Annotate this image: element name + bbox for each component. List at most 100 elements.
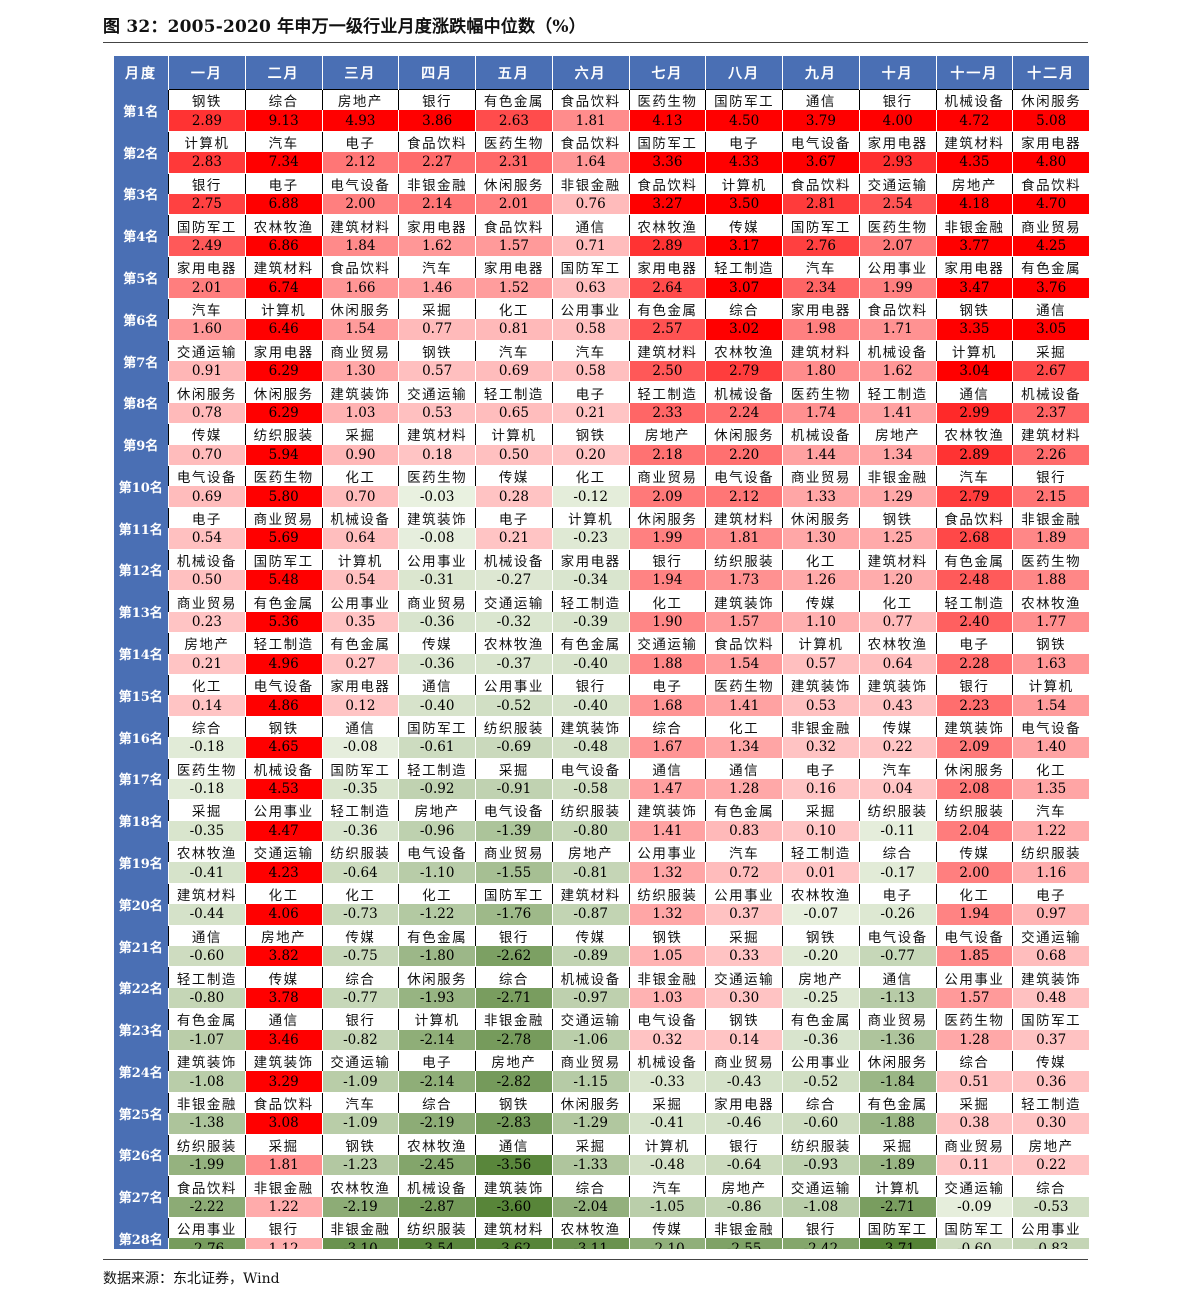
median-change-cell: 2.00	[935, 862, 1014, 884]
industry-name-cell: 建筑装饰	[551, 715, 630, 738]
industry-name-cell: 国防军工	[858, 1217, 937, 1239]
median-change-cell: 3.82	[244, 946, 323, 968]
rank-value-row: -1.38 3.08 -1.09 -2.19 -2.83 -1.29 -0.41 -0.46-…	[114, 1113, 1089, 1135]
industry-name-cell: 公用事业	[782, 1049, 860, 1072]
median-change-cell: 3.04	[935, 361, 1014, 383]
median-change-cell: 2.63	[475, 110, 553, 132]
median-change-cell: -1.13	[858, 987, 937, 1010]
median-change-cell: -0.36	[782, 1029, 860, 1051]
industry-name-cell: 电气设备	[551, 757, 630, 779]
industry-name-cell: 建筑装饰	[168, 1049, 246, 1072]
rank-name-row: 第3名 银行 电子 电气设备 非银金融 休闲服务 非银金融 食品饮料 计算机 食品饮料 交通运输 房地…	[113, 172, 1089, 215]
median-change-cell: 1.94	[628, 569, 707, 592]
industry-name-cell: 化工	[782, 548, 860, 570]
median-change-cell: 0.32	[628, 1029, 707, 1051]
industry-name-cell: 家用电器	[475, 256, 553, 278]
industry-name-cell: 综合	[935, 1049, 1014, 1072]
month-header: 八月	[705, 56, 783, 90]
median-change-cell: -0.23	[551, 528, 630, 550]
median-change-cell: 2.20	[705, 444, 783, 467]
industry-name-cell: 公用事业	[168, 1217, 246, 1239]
median-change-cell: 1.22	[244, 1196, 323, 1219]
industry-name-cell: 机械设备	[705, 381, 783, 403]
median-change-cell: 3.02	[705, 319, 783, 341]
median-change-cell: 5.48	[244, 569, 323, 592]
month-header: 十一月	[935, 56, 1014, 90]
industry-name-cell: 食品饮料	[398, 130, 476, 153]
median-change-cell: 0.72	[705, 862, 783, 884]
median-change-cell: 2.81	[782, 193, 860, 216]
industry-name-cell: 机械设备	[168, 548, 246, 570]
median-change-cell: -2.55	[705, 1238, 783, 1249]
median-change-cell: 0.22	[1012, 1154, 1089, 1177]
median-change-cell: -1.09	[321, 1071, 400, 1093]
industry-name-cell: 综合	[1012, 1175, 1089, 1197]
median-change-cell: 1.28	[705, 778, 783, 801]
rank-label: 第19名	[113, 841, 169, 884]
median-change-cell: -0.69	[475, 737, 553, 759]
median-change-cell: -2.83	[475, 1113, 553, 1135]
median-change-cell: -0.75	[321, 946, 400, 968]
median-change-cell: 2.89	[628, 235, 707, 258]
median-change-cell: 2.64	[628, 277, 707, 299]
industry-name-cell: 机械设备	[244, 757, 323, 779]
industry-name-cell: 建筑材料	[628, 339, 707, 362]
median-change-cell: 1.47	[628, 778, 707, 801]
median-change-cell: 1.40	[1012, 737, 1089, 759]
median-change-cell: 0.83	[705, 820, 783, 843]
industry-name-cell: 轻工制造	[782, 841, 860, 863]
industry-name-cell: 电子	[935, 632, 1014, 654]
industry-name-cell: 银行	[321, 1008, 400, 1030]
industry-name-cell: 家用电器	[168, 256, 246, 278]
industry-name-cell: 传媒	[168, 423, 246, 445]
industry-name-cell: 家用电器	[782, 297, 860, 320]
median-change-cell: 0.91	[168, 361, 246, 383]
industry-name-cell: 医药生物	[705, 673, 783, 696]
median-change-cell: 4.13	[628, 110, 707, 132]
median-change-cell: 2.89	[168, 110, 246, 132]
industry-name-cell: 公用事业	[321, 590, 400, 612]
industry-name-cell: 通信	[168, 924, 246, 947]
median-change-cell: 0.68	[1012, 946, 1089, 968]
industry-name-cell: 商业贸易	[858, 1008, 937, 1030]
rank-value-row: 0.14 4.86 0.12 -0.40 -0.52 -0.40 1.68 1.41 0.53 0…	[114, 695, 1089, 717]
median-change-cell: -0.77	[321, 987, 400, 1010]
industry-name-cell: 轻工制造	[858, 381, 937, 403]
median-change-cell: -1.15	[551, 1071, 630, 1093]
rank-value-row: 0.69 5.80 0.70 -0.03 0.28 -0.12 2.09 2.12 1.33 1.…	[114, 486, 1089, 508]
industry-name-cell: 通信	[858, 966, 937, 988]
industry-name-cell: 计算机	[168, 130, 246, 153]
median-change-cell: 4.35	[935, 152, 1014, 174]
median-change-cell: 0.97	[1012, 904, 1089, 926]
median-change-cell: 0.76	[551, 193, 630, 216]
median-change-cell: -0.36	[398, 611, 476, 634]
industry-name-cell: 家用电器	[628, 256, 707, 278]
industry-name-cell: 轻工制造	[321, 799, 400, 821]
industry-name-cell: 农林牧渔	[858, 632, 937, 654]
median-change-cell: 2.33	[628, 402, 707, 425]
median-change-cell: -0.52	[475, 695, 553, 717]
median-change-cell: -2.78	[475, 1029, 553, 1051]
industry-name-cell: 采掘	[321, 423, 400, 445]
median-change-cell: -0.33	[628, 1071, 707, 1093]
median-change-cell: -3.56	[475, 1154, 553, 1177]
industry-name-cell: 建筑装饰	[705, 590, 783, 612]
rank-value-row: -1.99 1.81 -1.23 -2.45 -3.56 -1.33 -0.48 -0.64-…	[114, 1154, 1089, 1177]
industry-name-cell: 休闲服务	[475, 172, 553, 194]
industry-name-cell: 电子	[858, 882, 937, 905]
industry-name-cell: 公用事业	[1012, 1217, 1089, 1239]
industry-name-cell: 商业贸易	[935, 1133, 1014, 1155]
industry-name-cell: 纺织服装	[168, 1133, 246, 1155]
industry-name-cell: 综合	[628, 715, 707, 738]
industry-name-cell: 交通运输	[628, 632, 707, 654]
industry-name-cell: 钢铁	[321, 1133, 400, 1155]
median-change-cell: 1.30	[321, 361, 400, 383]
industry-name-cell: 采掘	[628, 1091, 707, 1114]
industry-name-cell: 医药生物	[398, 465, 476, 487]
median-change-cell: 1.54	[321, 319, 400, 341]
industry-name-cell: 计算机	[321, 548, 400, 570]
median-change-cell: 1.73	[705, 569, 783, 592]
median-change-cell: -0.96	[398, 820, 476, 843]
median-change-cell: 2.34	[782, 277, 860, 299]
industry-name-cell: 机械设备	[1012, 381, 1089, 403]
